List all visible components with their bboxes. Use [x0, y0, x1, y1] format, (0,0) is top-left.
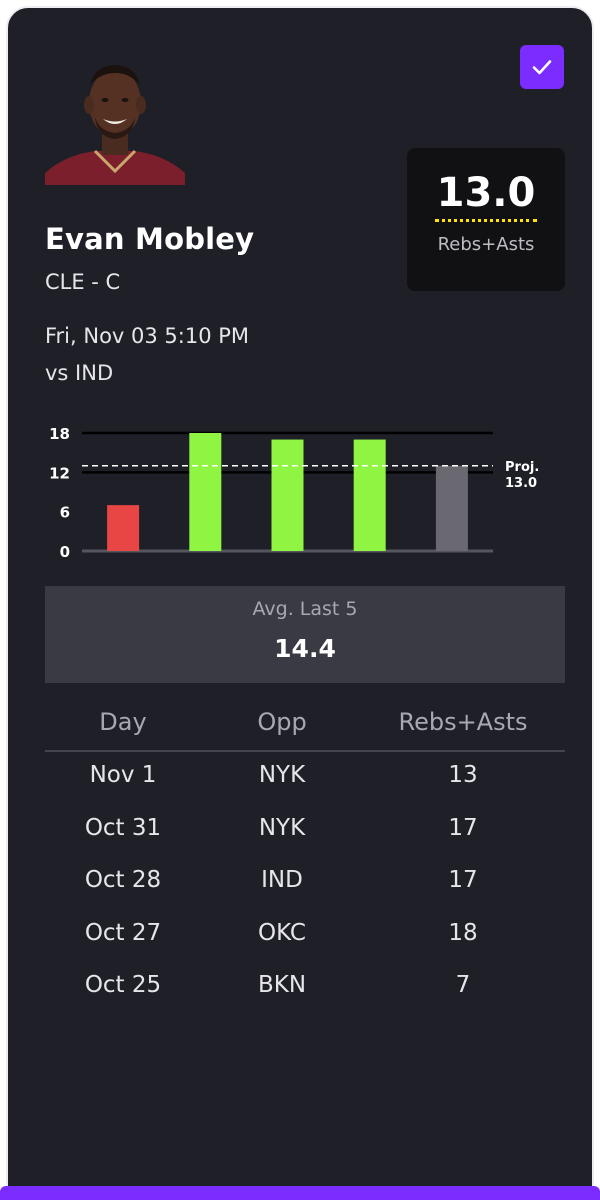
cell-day: Nov 1: [89, 762, 157, 788]
cell-stat: 7: [455, 972, 471, 998]
y-tick-label: 0: [60, 543, 70, 561]
cell-opp: OKC: [258, 919, 306, 946]
bar: [353, 439, 386, 551]
table-row: Oct 27 OKC 18: [45, 910, 565, 963]
bar: [435, 465, 468, 551]
cell-opp: NYK: [258, 762, 306, 788]
table-row: Oct 25 BKN 7: [45, 962, 565, 1015]
average-label: Avg. Last 5: [252, 598, 358, 620]
y-tick-label: 18: [49, 425, 70, 443]
last-5-chart: 0 6 12 18 Proj.13.0: [49, 425, 539, 561]
table-row: Oct 28 IND 17: [45, 857, 565, 910]
average-value: 14.4: [274, 634, 336, 663]
header-day[interactable]: Day: [99, 708, 147, 736]
check-icon: [532, 60, 552, 75]
bottom-action-bar[interactable]: [0, 1186, 600, 1200]
bar: [189, 433, 222, 551]
bar: [271, 439, 304, 551]
table-row: Nov 1 NYK 13: [45, 752, 565, 805]
cell-stat: 18: [448, 919, 478, 946]
y-tick-label: 6: [60, 504, 70, 522]
header-stat[interactable]: Rebs+Asts: [398, 708, 528, 736]
game-opponent: vs IND: [45, 361, 114, 385]
projection-value: 13.0: [436, 170, 536, 216]
player-avatar: [45, 55, 185, 185]
cell-stat: 13: [448, 762, 478, 788]
cell-day: Oct 27: [84, 919, 162, 946]
projection-stat-label: Rebs+Asts: [437, 234, 535, 255]
header-opp[interactable]: Opp: [257, 708, 307, 736]
cell-opp: IND: [261, 867, 303, 893]
bar: [107, 505, 140, 551]
player-team-position: CLE - C: [45, 270, 121, 294]
projection-underline: [435, 219, 537, 222]
game-datetime: Fri, Nov 03 5:10 PM: [45, 324, 250, 348]
cell-day: Oct 25: [84, 972, 162, 998]
cell-stat: 17: [448, 867, 478, 893]
game-log-table: Day Opp Rebs+Asts Nov 1 NYK 13 Oct 31 NY…: [45, 700, 565, 1015]
player-name: Evan Mobley: [45, 222, 255, 256]
projection-box[interactable]: 13.0 Rebs+Asts: [407, 148, 565, 291]
table-row: Oct 31 NYK 17: [45, 805, 565, 858]
average-box: Avg. Last 5 14.4: [45, 586, 565, 683]
select-toggle-button[interactable]: [520, 45, 564, 89]
cell-day: Oct 31: [84, 814, 162, 841]
projection-reference-label: Proj.: [505, 460, 539, 475]
cell-day: Oct 28: [84, 867, 162, 893]
cell-opp: BKN: [257, 972, 307, 998]
cell-opp: NYK: [258, 814, 306, 841]
cell-stat: 17: [448, 814, 478, 841]
projection-reference-value: 13.0: [505, 476, 537, 491]
y-tick-label: 12: [49, 464, 70, 482]
table-header: Day Opp Rebs+Asts: [45, 700, 565, 752]
